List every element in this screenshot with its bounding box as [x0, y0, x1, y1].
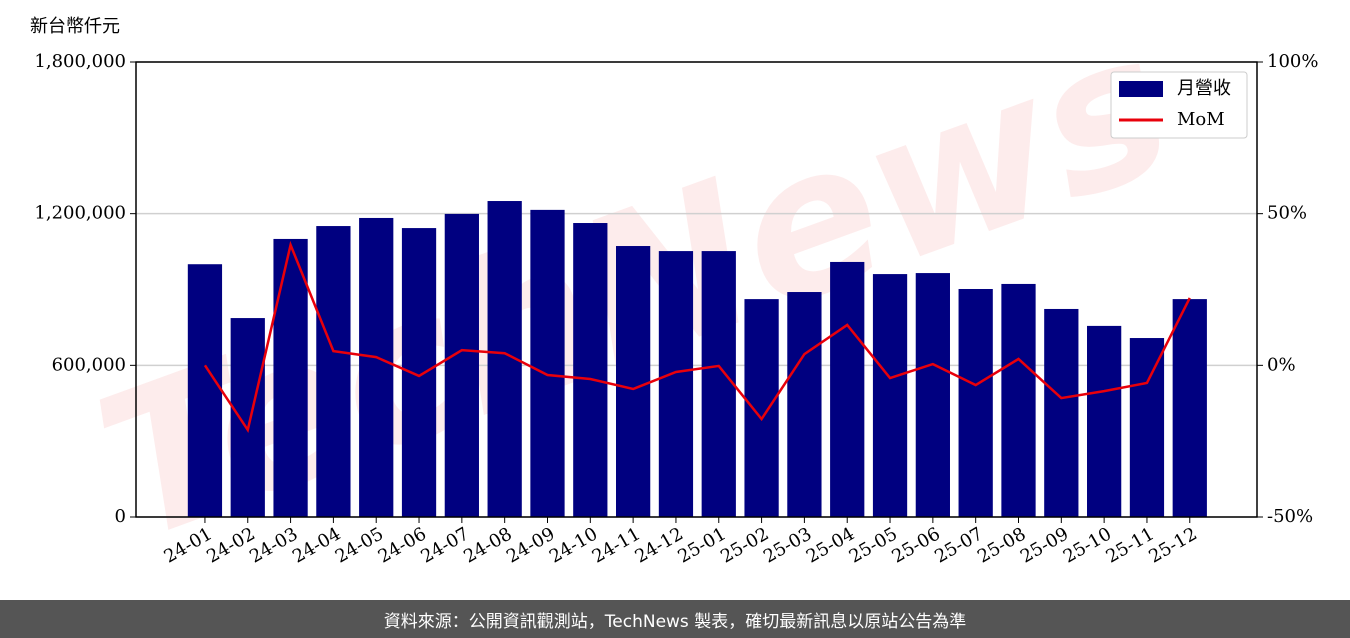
- line: [203, 240, 1191, 434]
- y-tick-label: 0: [115, 506, 126, 527]
- chart: TechNews 新台幣仟元 0600,0001,200,0001,800,00…: [30, 0, 1318, 587]
- bar: [616, 246, 651, 517]
- bar: [1044, 308, 1079, 517]
- x-tick-label: 24-08: [460, 523, 515, 567]
- x-tick-label: 25-11: [1103, 523, 1158, 567]
- x-tick-label: 25-03: [760, 523, 815, 567]
- x-tick-label: 25-01: [674, 523, 729, 567]
- bar: [658, 251, 694, 518]
- bar: [359, 217, 394, 518]
- y2-tick-label: 50%: [1267, 203, 1307, 224]
- bar: [872, 274, 908, 517]
- x-tick-label: 25-07: [931, 523, 986, 567]
- bar: [787, 292, 822, 517]
- bar: [573, 223, 608, 517]
- y-tick-label: 600,000: [52, 354, 126, 375]
- bar: [701, 251, 736, 518]
- bar: [444, 213, 479, 518]
- x-tick-label: 25-06: [888, 523, 943, 567]
- x-tick-label: 24-12: [632, 523, 687, 567]
- bar: [830, 261, 865, 517]
- x-tick-label: 25-02: [717, 523, 772, 567]
- bar: [958, 288, 993, 517]
- x-tick-label: 24-09: [503, 523, 558, 567]
- legend-swatch: [1119, 81, 1163, 97]
- bar: [316, 226, 351, 517]
- bar: [273, 238, 308, 517]
- x-tick-label: 25-05: [846, 523, 901, 567]
- bar: [401, 228, 437, 517]
- bar: [1172, 299, 1207, 517]
- bar: [530, 209, 565, 517]
- y-tick-label: 1,200,000: [34, 203, 126, 224]
- legend-label: 月營收: [1177, 78, 1231, 99]
- bar: [1001, 283, 1036, 517]
- y-tick-label: 1,800,000: [34, 51, 126, 72]
- x-tick-label: 25-12: [1145, 523, 1200, 567]
- footer: 資料來源：公開資訊觀測站，TechNews 製表，確切最新訊息以原站公告為準: [0, 600, 1350, 638]
- x-tick-label: 25-08: [974, 523, 1029, 567]
- bar: [915, 273, 950, 517]
- y2-tick-label: 0%: [1267, 354, 1296, 375]
- bar: [1087, 325, 1122, 517]
- x-tick-label: 25-04: [803, 523, 858, 567]
- bar: [230, 318, 265, 517]
- x-tick-label: 25-10: [1060, 523, 1115, 567]
- legend-label: MoM: [1177, 109, 1225, 130]
- plot-frame: [135, 61, 1258, 518]
- x-tick-label: 24-11: [589, 523, 644, 567]
- x-tick-label: 25-09: [1017, 523, 1072, 567]
- bar: [744, 299, 779, 517]
- bar: [187, 264, 223, 517]
- y-axis-label: 新台幣仟元: [30, 16, 120, 37]
- y2-tick-label: 100%: [1267, 51, 1318, 72]
- x-tick-label: 24-07: [417, 523, 472, 567]
- x-tick-label: 24-06: [375, 523, 430, 567]
- x-tick-label: 24-05: [332, 523, 387, 567]
- x-tick-label: 24-10: [546, 523, 601, 567]
- bar: [1129, 338, 1165, 517]
- y2-tick-label: -50%: [1267, 506, 1313, 527]
